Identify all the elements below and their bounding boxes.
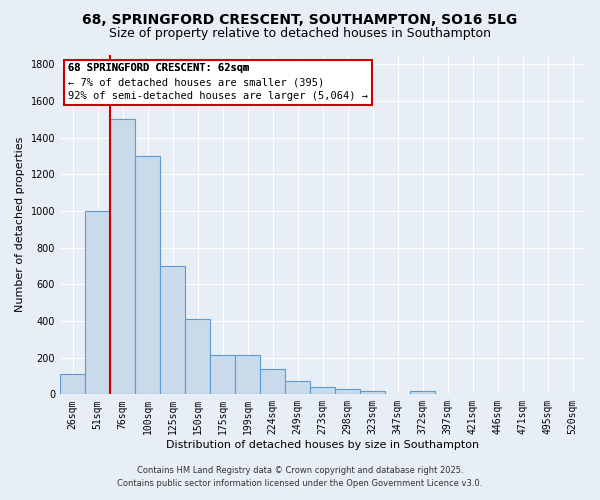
Text: Contains HM Land Registry data © Crown copyright and database right 2025.
Contai: Contains HM Land Registry data © Crown c… — [118, 466, 482, 487]
Bar — [210, 355, 235, 395]
Bar — [260, 368, 285, 394]
Bar — [310, 387, 335, 394]
Bar — [285, 380, 310, 394]
Bar — [110, 119, 135, 394]
Bar — [160, 266, 185, 394]
Bar — [85, 211, 110, 394]
Bar — [185, 319, 210, 394]
Text: 68, SPRINGFORD CRESCENT, SOUTHAMPTON, SO16 5LG: 68, SPRINGFORD CRESCENT, SOUTHAMPTON, SO… — [82, 12, 518, 26]
Bar — [410, 390, 435, 394]
Text: 68 SPRINGFORD CRESCENT: 62sqm
← 7% of detached houses are smaller (395)
92% of s: 68 SPRINGFORD CRESCENT: 62sqm ← 7% of de… — [68, 64, 368, 102]
X-axis label: Distribution of detached houses by size in Southampton: Distribution of detached houses by size … — [166, 440, 479, 450]
Bar — [135, 156, 160, 394]
Bar — [235, 355, 260, 395]
Y-axis label: Number of detached properties: Number of detached properties — [15, 137, 25, 312]
Bar — [360, 390, 385, 394]
Text: 68 SPRINGFORD CRESCENT: 62sqm: 68 SPRINGFORD CRESCENT: 62sqm — [68, 64, 249, 74]
Bar — [60, 374, 85, 394]
Bar — [335, 389, 360, 394]
Text: Size of property relative to detached houses in Southampton: Size of property relative to detached ho… — [109, 28, 491, 40]
